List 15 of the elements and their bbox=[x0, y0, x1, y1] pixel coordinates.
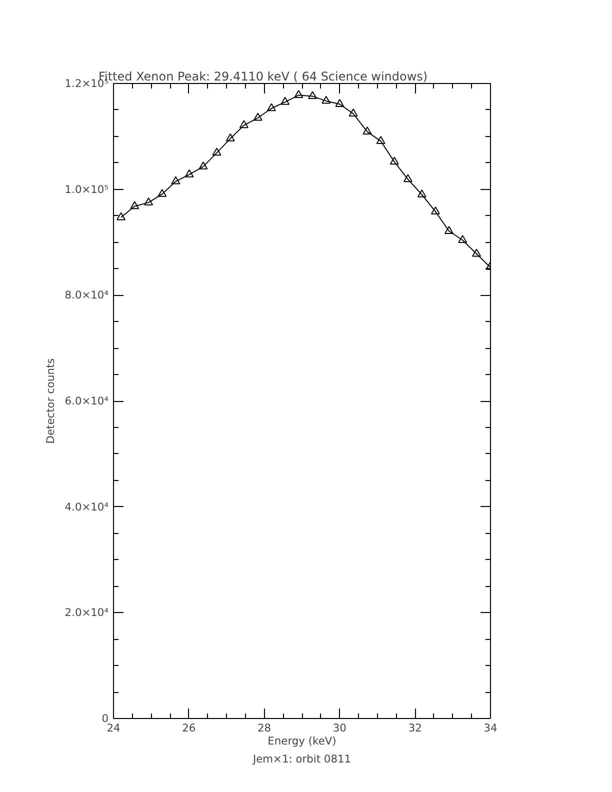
x-tick-label: 24 bbox=[106, 722, 120, 734]
y-tick-label: 8.0×10⁴ bbox=[64, 288, 109, 302]
x-tick-label: 34 bbox=[484, 722, 498, 734]
y-axis-title: Detector counts bbox=[44, 358, 57, 444]
y-tick-label: 2.0×10⁴ bbox=[64, 606, 109, 620]
x-tick-label: 28 bbox=[258, 722, 272, 734]
y-tick-label: 1.0×10⁵ bbox=[64, 182, 109, 196]
y-tick-label: 6.0×10⁴ bbox=[64, 394, 109, 408]
text: Jem×1: orbit 0811 bbox=[252, 752, 352, 766]
y-tick-label: 0 bbox=[102, 712, 109, 725]
y-tick-label: 4.0×10⁴ bbox=[64, 500, 109, 514]
x-axis-title: Energy (keV) bbox=[268, 734, 336, 748]
x-tick-label: 30 bbox=[332, 722, 347, 734]
x-tick-label: 26 bbox=[182, 722, 196, 734]
x-tick-label: 32 bbox=[408, 722, 422, 734]
